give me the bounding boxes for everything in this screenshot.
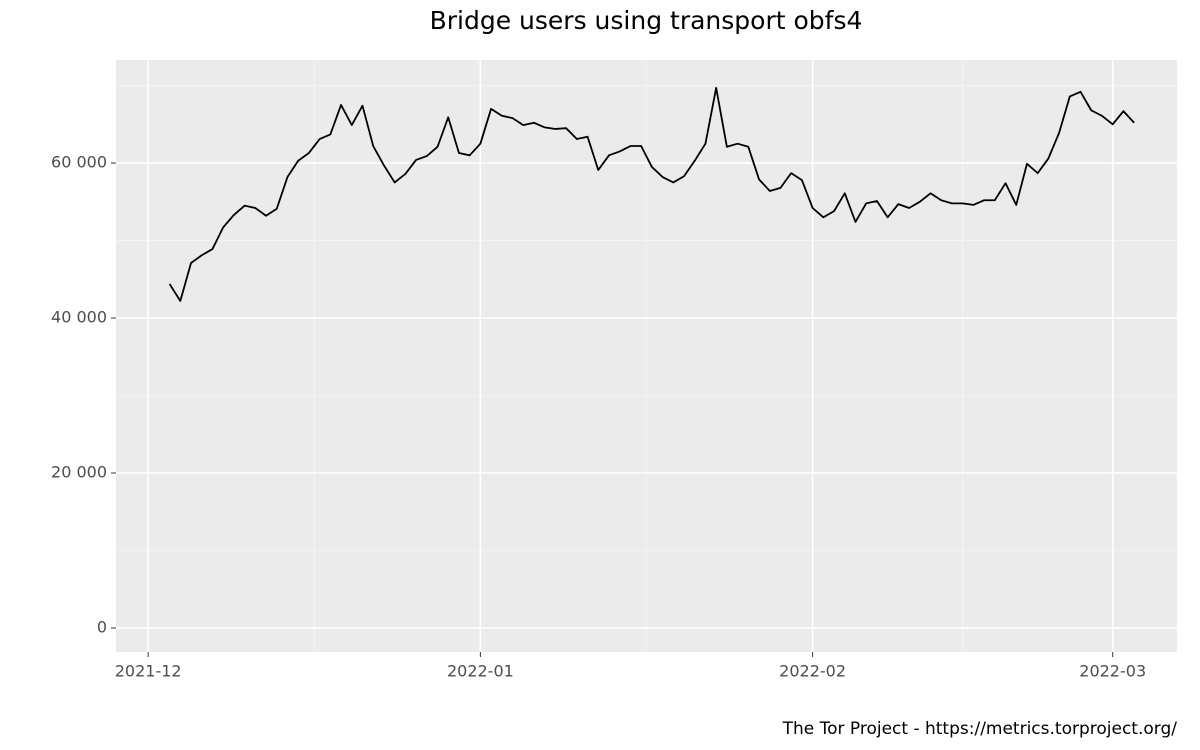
x-tick-label: 2021-12 [115, 662, 182, 681]
caption: The Tor Project - https://metrics.torpro… [782, 719, 1178, 739]
x-tick-label: 2022-02 [779, 662, 846, 681]
chart-title: Bridge users using transport obfs4 [430, 6, 863, 35]
y-tick-label: 40 000 [51, 308, 107, 327]
y-tick-label: 0 [97, 617, 107, 636]
y-tick-label: 20 000 [51, 463, 107, 482]
y-tick-label: 60 000 [51, 153, 107, 172]
x-tick-label: 2022-03 [1079, 662, 1146, 681]
x-tick-label: 2022-01 [447, 662, 514, 681]
line-series [168, 87, 1135, 302]
